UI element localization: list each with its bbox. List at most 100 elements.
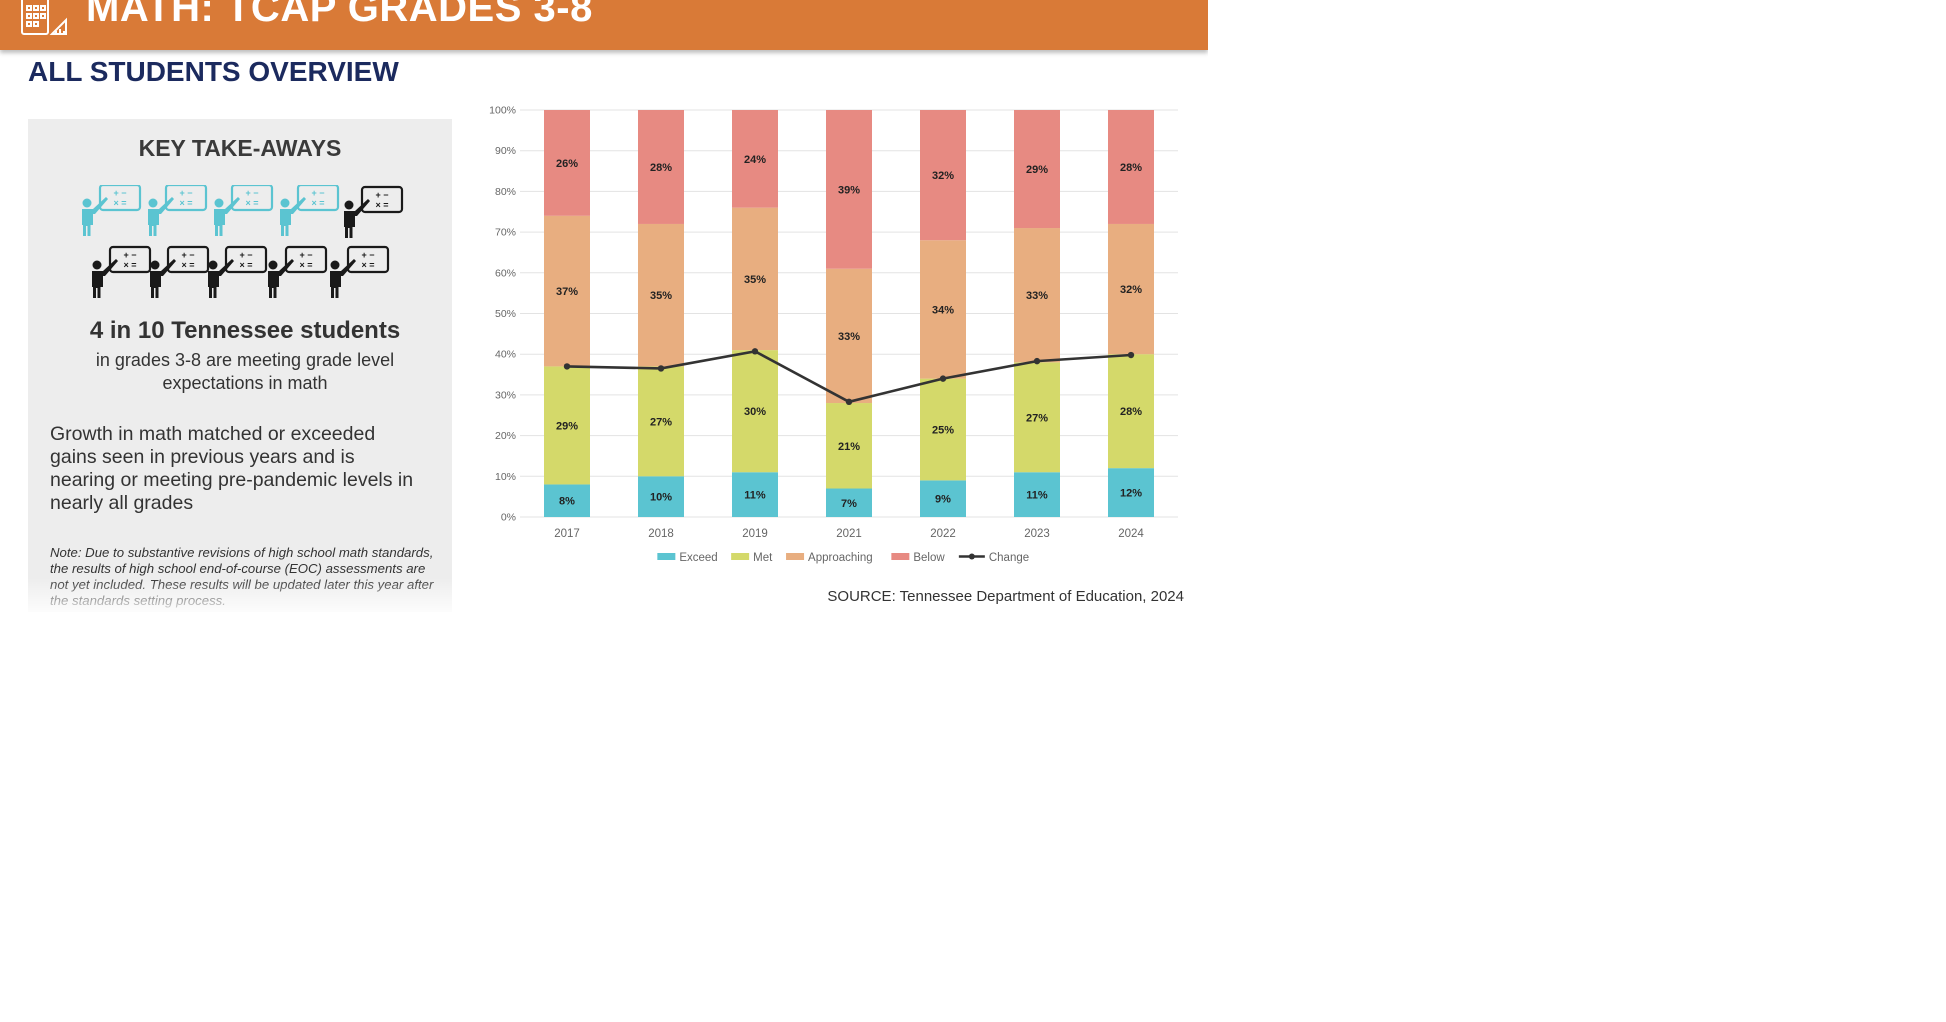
change-line-point xyxy=(845,398,853,406)
bar-segment-below xyxy=(544,110,590,216)
data-label-met: 25% xyxy=(932,424,954,436)
x-tick-label: 2019 xyxy=(742,528,768,540)
bar-segment-exceed xyxy=(1108,468,1154,517)
bar-segment-met xyxy=(732,350,778,473)
teachers-icon-grid: + − × = xyxy=(80,185,404,300)
data-label-below: 39% xyxy=(838,184,860,196)
teacher-row-1 xyxy=(80,185,404,240)
legend-label-met: Met xyxy=(753,552,773,564)
header-banner: MATH: TCAP GRADES 3-8 xyxy=(0,0,1208,50)
legend-swatch-met xyxy=(731,553,750,560)
legend-label-approaching: Approaching xyxy=(808,552,873,564)
growth-text: Growth in math matched or exceeded gains… xyxy=(50,423,414,514)
teacher-icon-highlighted xyxy=(212,185,274,238)
data-label-below: 32% xyxy=(932,170,954,182)
teacher-icon xyxy=(328,245,390,300)
bar-segment-exceed xyxy=(920,480,966,517)
bar-segment-exceed xyxy=(544,484,590,517)
data-label-exceed: 12% xyxy=(1120,488,1142,500)
bar-segment-exceed xyxy=(638,476,684,517)
change-line-point xyxy=(939,375,947,382)
bar-segment-met xyxy=(920,378,966,481)
x-tick-label: 2024 xyxy=(1118,528,1144,540)
bar-segment-exceed xyxy=(1014,472,1060,517)
stat-detail: in grades 3-8 are meeting grade level ex… xyxy=(95,350,395,393)
bar-segment-approaching xyxy=(826,268,872,404)
change-line-point xyxy=(1127,351,1135,359)
teacher-icon-highlighted xyxy=(80,185,142,238)
source-note: SOURCE: Tennessee Department of Educatio… xyxy=(827,588,1184,605)
legend-swatch-below xyxy=(891,553,910,560)
bar-segment-approaching xyxy=(920,240,966,379)
bar-segment-approaching xyxy=(1108,223,1154,355)
teacher-icon xyxy=(148,245,210,300)
calculator-ruler-icon xyxy=(21,0,67,35)
data-label-approaching: 34% xyxy=(932,304,954,316)
teacher-row-2 xyxy=(90,245,390,300)
data-label-below: 28% xyxy=(650,162,672,174)
data-label-exceed: 10% xyxy=(650,492,672,504)
y-tick-label: 30% xyxy=(495,389,516,401)
y-tick-label: 20% xyxy=(495,430,516,442)
data-label-met: 28% xyxy=(1120,406,1142,418)
data-label-approaching: 35% xyxy=(650,290,672,302)
teacher-icon xyxy=(90,245,152,300)
slide: MATH: TCAP GRADES 3-8 ALL STUDENTS OVERV… xyxy=(0,0,1208,612)
y-tick-label: 10% xyxy=(495,471,516,483)
x-tick-label: 2021 xyxy=(836,528,862,540)
data-label-approaching: 35% xyxy=(744,274,766,286)
data-label-exceed: 11% xyxy=(1026,490,1048,502)
data-label-below: 29% xyxy=(1026,164,1048,176)
data-label-approaching: 33% xyxy=(838,331,860,343)
bar-segment-exceed xyxy=(732,472,778,517)
y-tick-label: 90% xyxy=(495,145,516,157)
data-label-below: 26% xyxy=(556,158,578,170)
y-tick-label: 50% xyxy=(495,308,516,320)
data-label-exceed: 9% xyxy=(935,494,951,506)
bar-segment-exceed xyxy=(826,488,872,517)
data-label-met: 29% xyxy=(556,420,578,432)
bar-segment-below xyxy=(826,110,872,269)
bar-segment-below xyxy=(638,110,684,224)
data-label-approaching: 33% xyxy=(1026,290,1048,302)
change-line-point xyxy=(657,365,665,372)
data-label-met: 27% xyxy=(650,416,672,428)
x-tick-label: 2017 xyxy=(554,528,580,540)
teacher-icon xyxy=(342,185,404,240)
data-label-exceed: 8% xyxy=(559,496,575,508)
stacked-bar-chart: 0% 10% 20% 30% 40% 50% 60% 70% 80% 90% 100% 8% 29% 37… xyxy=(489,105,1178,564)
data-label-met: 21% xyxy=(838,441,860,453)
bar-segment-approaching xyxy=(732,207,778,351)
teacher-icon xyxy=(266,245,328,300)
stat-headline: 4 in 10 Tennessee students xyxy=(89,317,401,344)
bar-segment-met xyxy=(1108,354,1154,469)
y-tick-label: 100% xyxy=(489,105,516,117)
x-tick-label: 2022 xyxy=(930,528,956,540)
legend-label-exceed: Exceed xyxy=(679,552,717,564)
data-label-approaching: 37% xyxy=(556,286,578,298)
bar-segment-below xyxy=(732,110,778,208)
section-subtitle: ALL STUDENTS OVERVIEW xyxy=(28,56,399,87)
bar-segment-approaching xyxy=(1014,228,1060,363)
bar-segment-approaching xyxy=(638,223,684,367)
legend-swatch-approaching xyxy=(786,553,805,560)
bar-segment-met xyxy=(638,366,684,477)
legend-label-change: Change xyxy=(989,552,1029,564)
y-tick-label: 70% xyxy=(495,227,516,239)
panel-heading: KEY TAKE-AWAYS xyxy=(138,135,342,161)
page-title: MATH: TCAP GRADES 3-8 xyxy=(86,0,593,30)
change-line-point xyxy=(1033,357,1041,365)
bar-segment-below xyxy=(1014,110,1060,229)
bar-segment-met xyxy=(544,366,590,485)
data-label-exceed: 11% xyxy=(744,490,766,502)
data-label-below: 28% xyxy=(1120,162,1142,174)
y-tick-label: 60% xyxy=(495,267,516,279)
x-tick-label: 2018 xyxy=(648,528,674,540)
change-line-point xyxy=(751,348,759,355)
legend-swatch-exceed xyxy=(657,553,676,560)
y-tick-label: 0% xyxy=(501,512,516,524)
bar-segment-approaching xyxy=(544,215,590,367)
bar-segment-met xyxy=(1014,362,1060,473)
y-tick-label: 80% xyxy=(495,186,516,198)
bar-segment-below xyxy=(920,110,966,241)
